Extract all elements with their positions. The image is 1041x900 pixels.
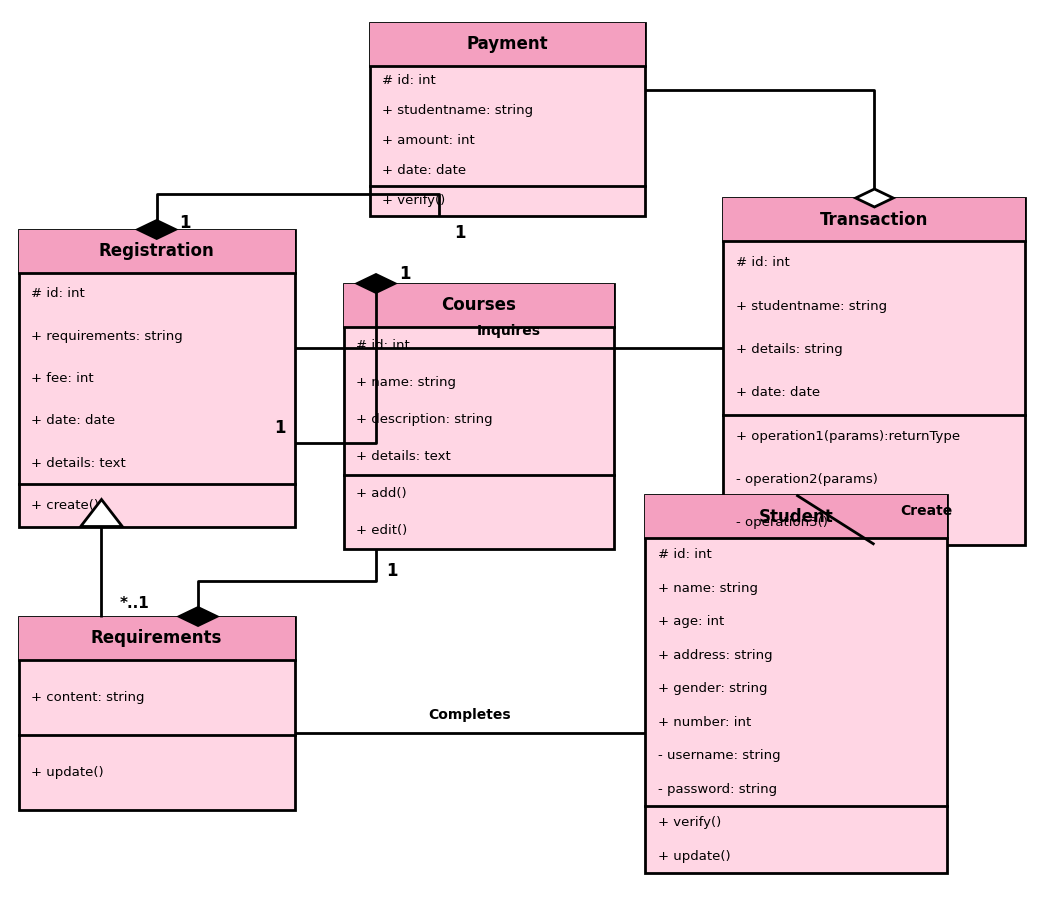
FancyBboxPatch shape bbox=[645, 495, 947, 538]
FancyBboxPatch shape bbox=[19, 230, 295, 526]
Text: + edit(): + edit() bbox=[356, 524, 407, 537]
Text: + update(): + update() bbox=[31, 766, 104, 778]
Text: *..1: *..1 bbox=[120, 596, 150, 610]
Text: - username: string: - username: string bbox=[658, 750, 781, 762]
Text: + fee: int: + fee: int bbox=[31, 372, 94, 385]
Text: Registration: Registration bbox=[99, 242, 214, 260]
Text: - operation3(): - operation3() bbox=[736, 517, 828, 529]
Text: + update(): + update() bbox=[658, 850, 731, 863]
Text: 1: 1 bbox=[274, 418, 285, 436]
Text: + name: string: + name: string bbox=[356, 376, 456, 389]
Text: # id: int: # id: int bbox=[382, 74, 436, 87]
Text: + details: string: + details: string bbox=[736, 343, 843, 356]
FancyBboxPatch shape bbox=[19, 230, 295, 273]
Text: + add(): + add() bbox=[356, 487, 407, 500]
Text: Student: Student bbox=[759, 508, 834, 526]
Text: + date: date: + date: date bbox=[31, 414, 116, 427]
Polygon shape bbox=[137, 220, 175, 238]
Text: + date: date: + date: date bbox=[382, 165, 466, 177]
Text: + operation1(params):returnType: + operation1(params):returnType bbox=[736, 429, 960, 443]
Polygon shape bbox=[856, 189, 893, 207]
Text: + description: string: + description: string bbox=[356, 413, 492, 426]
Text: + studentname: string: + studentname: string bbox=[736, 300, 887, 312]
Text: Inquires: Inquires bbox=[477, 323, 541, 338]
FancyBboxPatch shape bbox=[344, 284, 614, 549]
Text: Transaction: Transaction bbox=[820, 211, 929, 229]
Text: - password: string: - password: string bbox=[658, 783, 777, 796]
Text: + age: int: + age: int bbox=[658, 616, 725, 628]
Text: + details: text: + details: text bbox=[356, 450, 451, 463]
Text: + date: date: + date: date bbox=[736, 386, 820, 400]
Polygon shape bbox=[179, 608, 217, 625]
Text: + verify(): + verify() bbox=[658, 816, 721, 829]
Polygon shape bbox=[81, 500, 123, 526]
Text: + content: string: + content: string bbox=[31, 691, 145, 704]
Text: - operation2(params): - operation2(params) bbox=[736, 473, 878, 486]
Polygon shape bbox=[357, 274, 395, 292]
Text: + number: int: + number: int bbox=[658, 716, 752, 729]
FancyBboxPatch shape bbox=[645, 495, 947, 873]
Text: # id: int: # id: int bbox=[356, 338, 410, 352]
Text: + gender: string: + gender: string bbox=[658, 682, 767, 696]
Text: 1: 1 bbox=[179, 213, 192, 231]
Text: # id: int: # id: int bbox=[31, 287, 85, 301]
Text: Courses: Courses bbox=[441, 296, 516, 314]
Text: 1: 1 bbox=[454, 224, 465, 242]
Text: + address: string: + address: string bbox=[658, 649, 772, 662]
Text: + amount: int: + amount: int bbox=[382, 134, 475, 148]
FancyBboxPatch shape bbox=[19, 616, 295, 660]
Text: + details: text: + details: text bbox=[31, 456, 126, 470]
FancyBboxPatch shape bbox=[723, 198, 1025, 544]
Text: + studentname: string: + studentname: string bbox=[382, 104, 533, 117]
Text: Payment: Payment bbox=[466, 35, 549, 53]
Text: + name: string: + name: string bbox=[658, 582, 758, 595]
Text: Create: Create bbox=[900, 504, 953, 518]
Text: + verify(): + verify() bbox=[382, 194, 446, 208]
FancyBboxPatch shape bbox=[370, 22, 645, 66]
Text: 1: 1 bbox=[386, 562, 398, 580]
Text: Requirements: Requirements bbox=[91, 629, 223, 647]
FancyBboxPatch shape bbox=[723, 198, 1025, 241]
Text: # id: int: # id: int bbox=[658, 548, 712, 562]
Text: # id: int: # id: int bbox=[736, 256, 790, 269]
Text: 1: 1 bbox=[399, 265, 410, 283]
FancyBboxPatch shape bbox=[344, 284, 614, 327]
FancyBboxPatch shape bbox=[370, 22, 645, 216]
Text: Completes: Completes bbox=[429, 707, 511, 722]
Text: + create(): + create() bbox=[31, 499, 99, 512]
Text: + requirements: string: + requirements: string bbox=[31, 329, 183, 343]
FancyBboxPatch shape bbox=[19, 616, 295, 810]
